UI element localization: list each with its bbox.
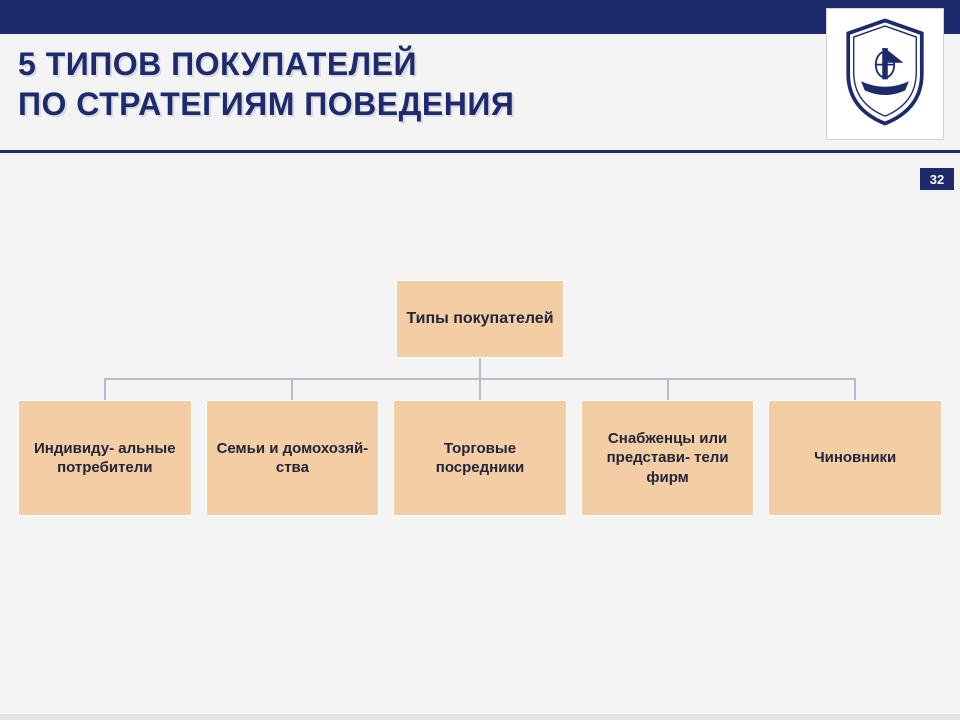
bottom-border xyxy=(0,714,960,720)
top-bar xyxy=(0,0,960,34)
connector-root-down xyxy=(479,358,481,378)
title-underline xyxy=(0,150,960,153)
root-node: Типы покупателей xyxy=(396,280,564,358)
child-node-1: Индивиду- альные потребители xyxy=(18,400,192,516)
child-node-3: Торговые посредники xyxy=(393,400,567,516)
slide-title: 5 ТИПОВ ПОКУПАТЕЛЕЙ ПО СТРАТЕГИЯМ ПОВЕДЕ… xyxy=(18,44,810,124)
connector-child-3 xyxy=(479,378,481,400)
connector-child-4 xyxy=(667,378,669,400)
child-node-5: Чиновники xyxy=(768,400,942,516)
shield-ship-logo-icon xyxy=(839,16,931,133)
connector-child-2 xyxy=(291,378,293,400)
title-line-2: ПО СТРАТЕГИЯМ ПОВЕДЕНИЯ xyxy=(18,84,810,124)
page-number-badge: 32 xyxy=(920,168,954,190)
logo-container xyxy=(826,8,944,140)
connector-child-5 xyxy=(854,378,856,400)
connector-child-1 xyxy=(104,378,106,400)
tree-root: Типы покупателей xyxy=(396,280,564,358)
child-node-2: Семьи и домохозяй- ства xyxy=(206,400,380,516)
tree-children-row: Индивиду- альные потребители Семьи и дом… xyxy=(18,400,942,516)
child-node-4: Снабженцы или представи- тели фирм xyxy=(581,400,755,516)
title-line-1: 5 ТИПОВ ПОКУПАТЕЛЕЙ xyxy=(18,44,810,84)
buyer-types-tree: Типы покупателей Индивиду- альные потреб… xyxy=(18,280,942,516)
